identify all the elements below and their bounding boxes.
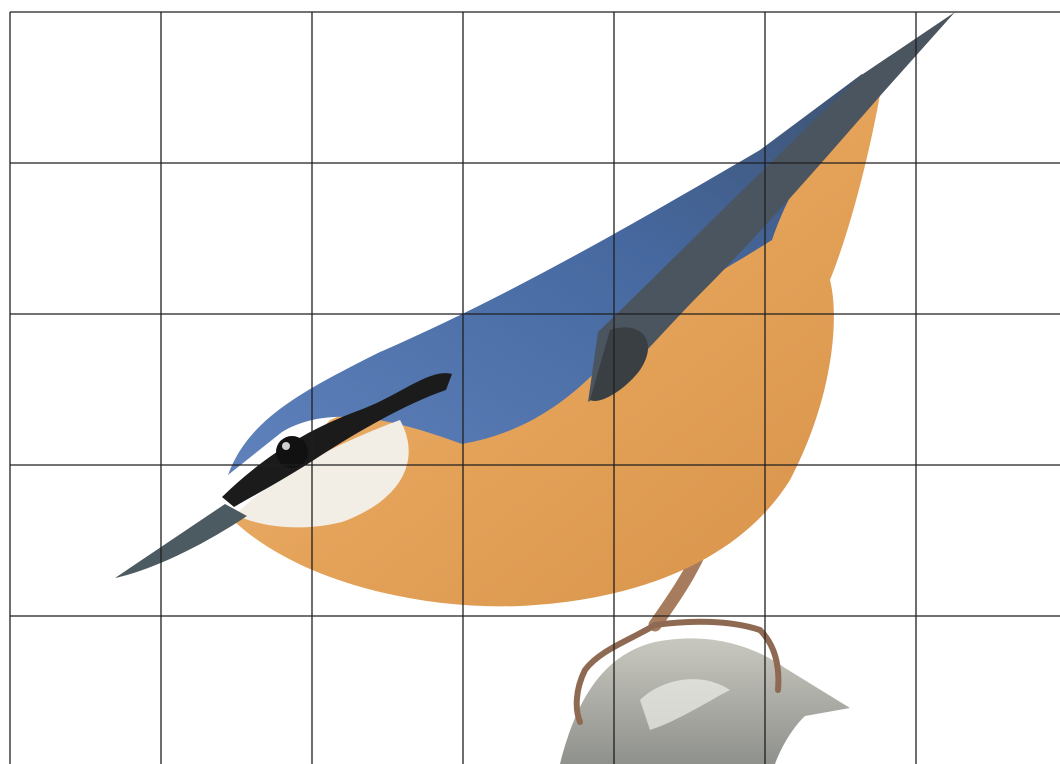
eye-highlight (282, 442, 290, 450)
grid (9, 11, 1060, 764)
wing (588, 12, 955, 402)
branch-highlight (640, 679, 730, 730)
cheek (238, 420, 409, 528)
beak (115, 504, 247, 578)
eye (276, 436, 308, 468)
wing-edge (590, 327, 649, 401)
back (228, 74, 880, 475)
eye-stripe (222, 373, 452, 507)
foot (573, 618, 782, 725)
